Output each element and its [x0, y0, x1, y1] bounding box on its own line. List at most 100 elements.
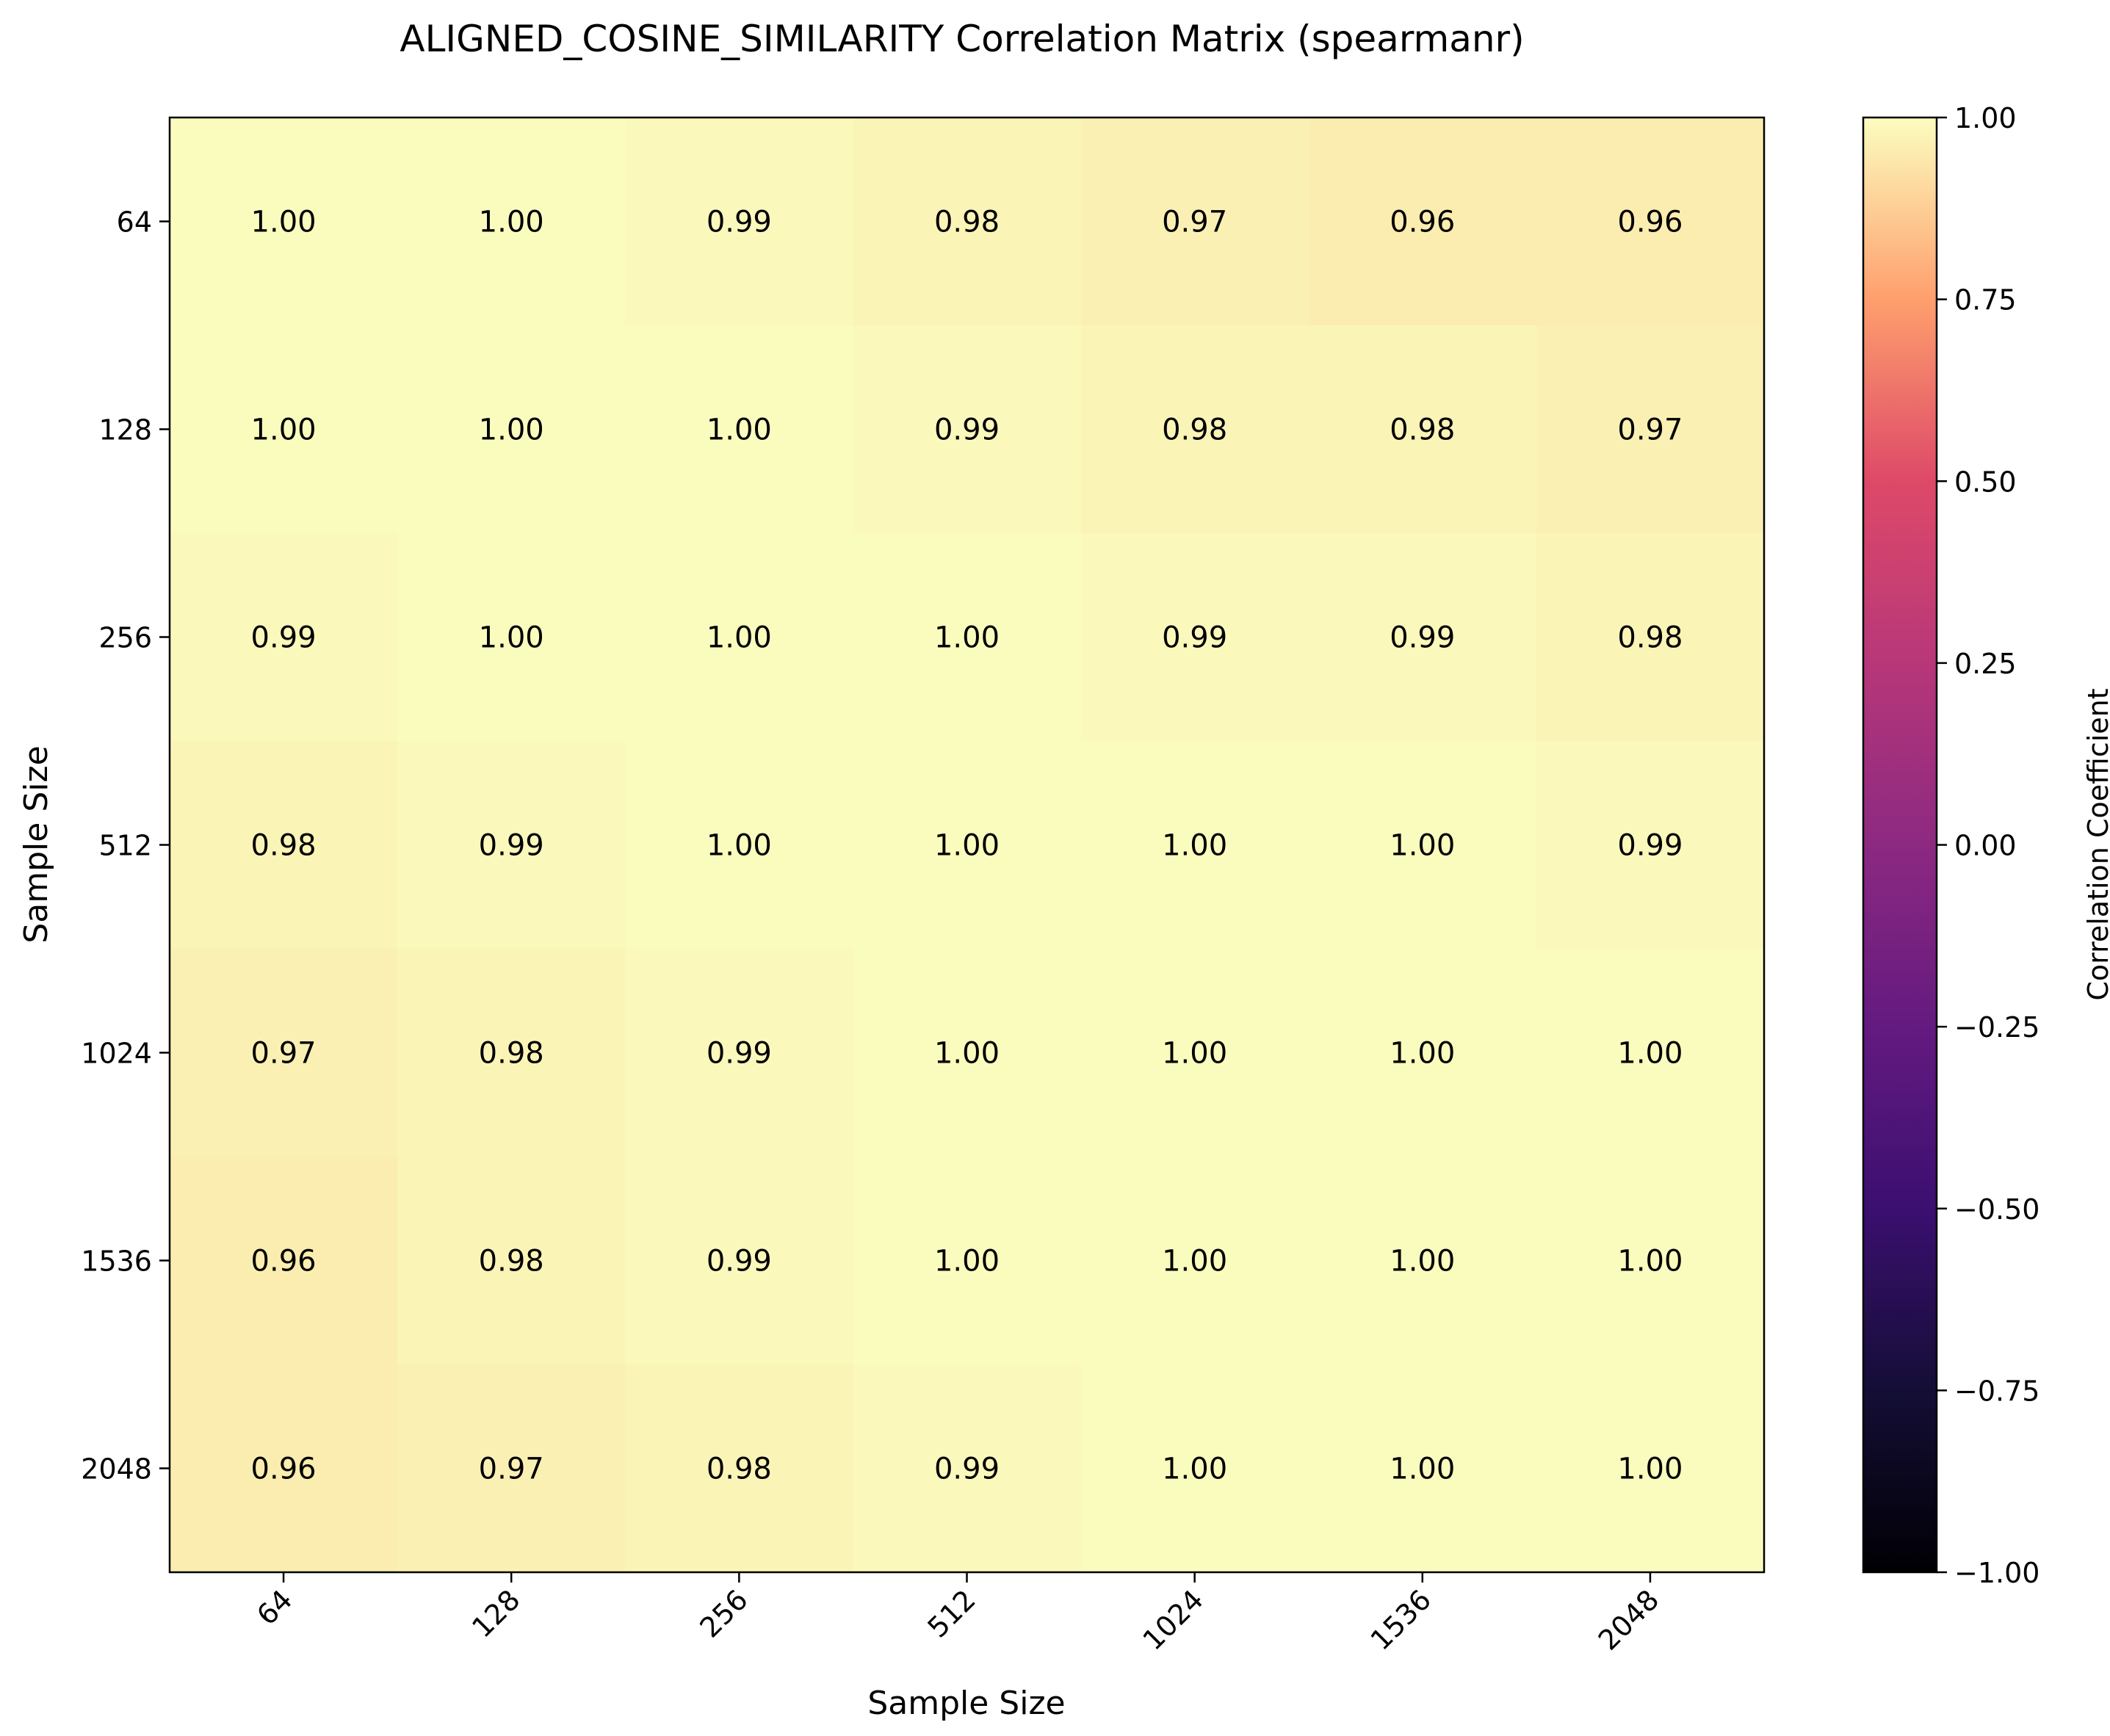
- heatmap-cell: [170, 117, 398, 326]
- heatmap-cell: [397, 741, 626, 950]
- colorbar-label: Correlation Coefficient: [2082, 688, 2110, 1000]
- colorbar-tick-label: 0.75: [1954, 284, 2017, 317]
- heatmap-cell: [1536, 949, 1765, 1157]
- y-tick-label: 64: [117, 206, 152, 239]
- heatmap-cell: [853, 741, 1082, 950]
- colorbar-tick-label: 0.25: [1954, 648, 2017, 680]
- heatmap-cells: [170, 117, 1765, 1573]
- heatmap-cell: [397, 1157, 626, 1365]
- heatmap-cell: [625, 949, 854, 1157]
- cell-value-label: 1.00: [1390, 1245, 1455, 1279]
- heatmap-cell: [170, 533, 398, 742]
- heatmap-cell: [1080, 1364, 1309, 1573]
- y-tick-label: 256: [98, 622, 152, 654]
- heatmap-cell: [1080, 533, 1309, 742]
- y-tick-label: 128: [98, 414, 152, 446]
- heatmap-cell: [625, 1157, 854, 1365]
- cell-value-label: 0.98: [934, 206, 1000, 239]
- heatmap-cell: [170, 325, 398, 534]
- heatmap-cell: [397, 1364, 626, 1573]
- cell-value-label: 0.99: [1390, 621, 1455, 655]
- y-tick-label: 512: [98, 830, 152, 862]
- cell-value-label: 1.00: [1617, 1245, 1683, 1279]
- heatmap-cell: [1080, 1157, 1309, 1365]
- heatmap-cell: [625, 533, 854, 742]
- cell-value-label: 1.00: [934, 1037, 1000, 1071]
- cell-value-label: 0.99: [707, 1245, 772, 1279]
- x-axis-ticks: 64 128 256 512 1024 1536 2048: [250, 1572, 1665, 1657]
- heatmap-cell: [1080, 741, 1309, 950]
- cell-value-label: 1.00: [1390, 829, 1455, 863]
- cell-value-label: 0.98: [707, 1453, 772, 1486]
- cell-value-label: 0.97: [1162, 206, 1227, 239]
- heatmap-cell: [170, 741, 398, 950]
- heatmap-cell: [1308, 117, 1537, 326]
- heatmap-cell: [397, 117, 626, 326]
- cell-value-label: 0.99: [479, 829, 544, 863]
- heatmap-cell: [1536, 1157, 1765, 1365]
- heatmap-cell: [1308, 325, 1537, 534]
- cell-value-label: 1.00: [251, 413, 317, 447]
- heatmap-cell: [170, 1157, 398, 1365]
- colorbar-tick-label: −0.50: [1954, 1193, 2039, 1226]
- heatmap-cell: [1308, 1364, 1537, 1573]
- x-tick-label: 1024: [1137, 1583, 1210, 1657]
- colorbar-tick-label: 1.00: [1954, 102, 2017, 134]
- cell-value-label: 1.00: [1162, 1453, 1227, 1486]
- heatmap-cell: [853, 533, 1082, 742]
- heatmap-cell: [625, 325, 854, 534]
- heatmap-cell: [1080, 949, 1309, 1157]
- colorbar-tick-label: 0.00: [1954, 830, 2017, 862]
- cell-value-label: 1.00: [1162, 1245, 1227, 1279]
- colorbar-tick-label: −1.00: [1954, 1557, 2039, 1589]
- heatmap-cell: [853, 949, 1082, 1157]
- heatmap-cell: [1308, 741, 1537, 950]
- cell-value-label: 0.96: [251, 1453, 317, 1486]
- cell-value-label: 1.00: [1162, 829, 1227, 863]
- y-axis-label: Sample Size: [18, 745, 55, 943]
- cell-value-label: 1.00: [1617, 1453, 1683, 1486]
- heatmap-cell-labels: 1.00 1.00 0.99 0.98 0.97 0.96 0.96 1.00 1.00 1.00…: [251, 206, 1683, 1486]
- heatmap-cell: [1536, 533, 1765, 742]
- cell-value-label: 0.99: [707, 1037, 772, 1071]
- cell-value-label: 0.98: [479, 1245, 544, 1279]
- cell-value-label: 1.00: [934, 829, 1000, 863]
- heatmap-cell: [1536, 325, 1765, 534]
- heatmap-cell: [853, 325, 1082, 534]
- heatmap-cell: [1536, 1364, 1765, 1573]
- heatmap-cell: [1536, 741, 1765, 950]
- heatmap-cell: [1536, 117, 1765, 326]
- colorbar: [1862, 116, 1938, 1574]
- heatmap-cell: [1308, 1157, 1537, 1365]
- heatmap-cell: [1080, 117, 1309, 326]
- colorbar-tick-label: −0.25: [1954, 1011, 2039, 1044]
- cell-value-label: 1.00: [251, 206, 317, 239]
- x-tick-label: 2048: [1592, 1583, 1666, 1657]
- heatmap-cell: [853, 1364, 1082, 1573]
- x-tick-label: 64: [250, 1583, 298, 1631]
- chart-title: ALIGNED_COSINE_SIMILARITY Correlation Ma…: [400, 18, 1524, 60]
- cell-value-label: 1.00: [707, 413, 772, 447]
- x-axis-label: Sample Size: [867, 1685, 1065, 1722]
- cell-value-label: 0.99: [1162, 621, 1227, 655]
- x-tick-label: 128: [466, 1583, 526, 1643]
- cell-value-label: 1.00: [479, 206, 544, 239]
- y-tick-label: 1024: [81, 1038, 152, 1070]
- y-tick-label: 2048: [81, 1453, 152, 1486]
- cell-value-label: 0.98: [1162, 413, 1227, 447]
- heatmap-cell: [625, 1364, 854, 1573]
- heatmap-cell: [1308, 949, 1537, 1157]
- heatmap-cell: [170, 1364, 398, 1573]
- heatmap-cell: [625, 117, 854, 326]
- cell-value-label: 0.99: [707, 206, 772, 239]
- cell-value-label: 0.96: [1617, 206, 1683, 239]
- heatmap-cell: [853, 1157, 1082, 1365]
- heatmap-cell: [397, 533, 626, 742]
- heatmap-cell: [170, 949, 398, 1157]
- heatmap-cell: [397, 949, 626, 1157]
- cell-value-label: 1.00: [707, 829, 772, 863]
- cell-value-label: 0.99: [934, 1453, 1000, 1486]
- heatmap-cell: [1308, 533, 1537, 742]
- heatmap-cell: [625, 741, 854, 950]
- heatmap-cell: [1080, 325, 1309, 534]
